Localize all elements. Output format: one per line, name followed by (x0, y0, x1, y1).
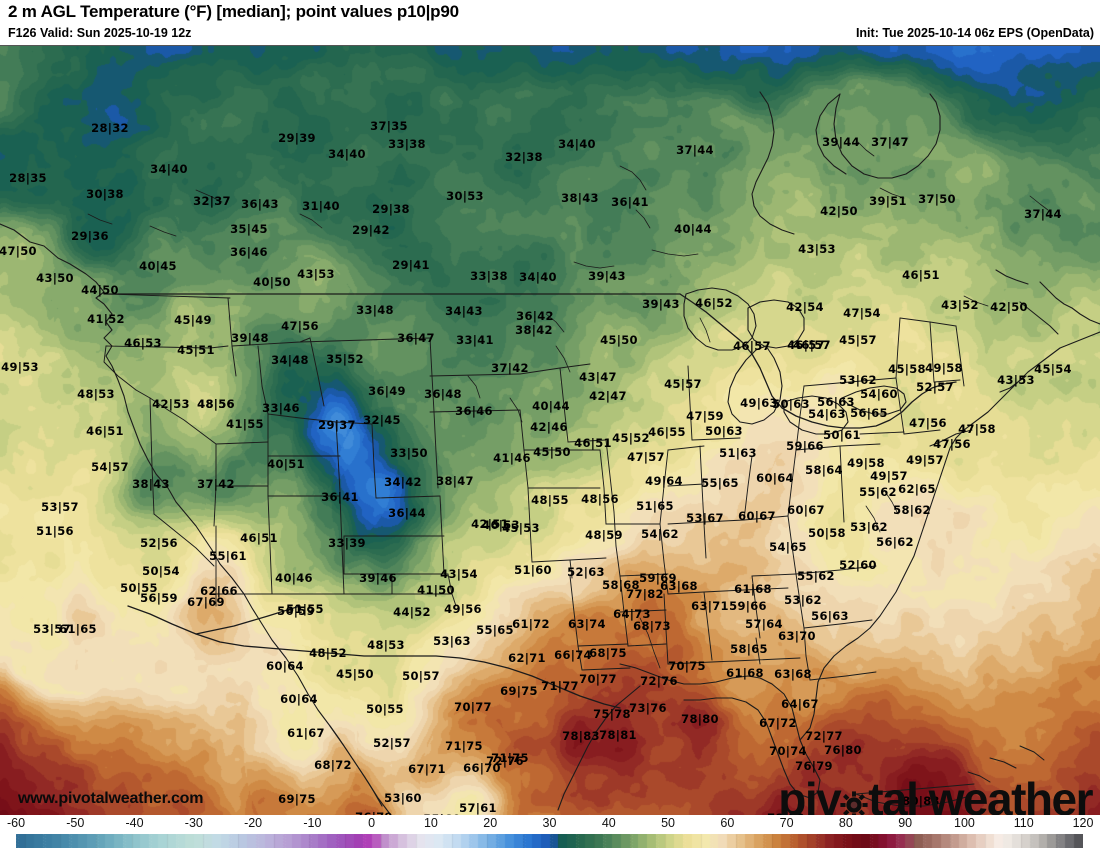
color-scale-tick: 60 (720, 816, 735, 830)
color-scale-tick: 0 (368, 816, 376, 830)
color-scale-tick: 110 (1013, 816, 1034, 830)
color-scale-ticks: -60 -50 -40 -30 -20 -10 0 10 20 30 40 50 60 70 80 90 100… (0, 815, 1100, 832)
page-title-text: 2 m AGL Temperature (°F) [median]; point… (8, 2, 459, 21)
brand-text-pre: piv (778, 773, 841, 816)
valid-time-label: F126 Valid: Sun 2025-10-19 12z (8, 26, 192, 40)
color-scale-tick: 70 (779, 816, 794, 830)
color-scale: -60 -50 -40 -30 -20 -10 0 10 20 30 40 50 60 70 80 90 100… (0, 815, 1100, 850)
color-scale-tick: -60 (6, 816, 26, 830)
color-scale-tick: 80 (838, 816, 853, 830)
brand-watermark: piv (778, 773, 1093, 816)
init-time-label: Init: Tue 2025-10-14 06z EPS (OpenData) (855, 26, 1094, 40)
color-scale-tick: -30 (184, 816, 203, 830)
color-scale-tick: -40 (125, 816, 144, 830)
temperature-field-canvas (0, 46, 1100, 816)
color-scale-tick: 30 (542, 816, 557, 830)
map-borders-overlay (0, 91, 1100, 815)
color-scale-tick: -50 (66, 816, 85, 830)
color-scale-tick: 10 (423, 816, 438, 830)
site-url-watermark: www.pivotalweather.com (18, 790, 204, 807)
color-scale-tick: 20 (483, 816, 498, 830)
color-scale-bar (16, 834, 1083, 848)
brand-text-post: tal weather (868, 773, 1093, 816)
color-scale-tick: -10 (303, 816, 322, 830)
gear-sun-icon (839, 784, 869, 816)
color-scale-tick: 100 (954, 816, 975, 830)
temperature-map[interactable]: 28|32 34|40 28|35 30|38 32|37 36|43 31|40 29|39… (0, 45, 1100, 816)
color-scale-tick: -20 (244, 816, 263, 830)
page-title: 2 m AGL Temperature (°F) [median]; point… (8, 2, 459, 22)
color-scale-tick: 40 (601, 816, 616, 830)
color-scale-tick: 50 (661, 816, 675, 830)
color-scale-tick: 90 (898, 816, 913, 830)
map-header: 2 m AGL Temperature (°F) [median]; point… (0, 0, 1100, 45)
color-scale-tick: 120 (1072, 816, 1094, 830)
